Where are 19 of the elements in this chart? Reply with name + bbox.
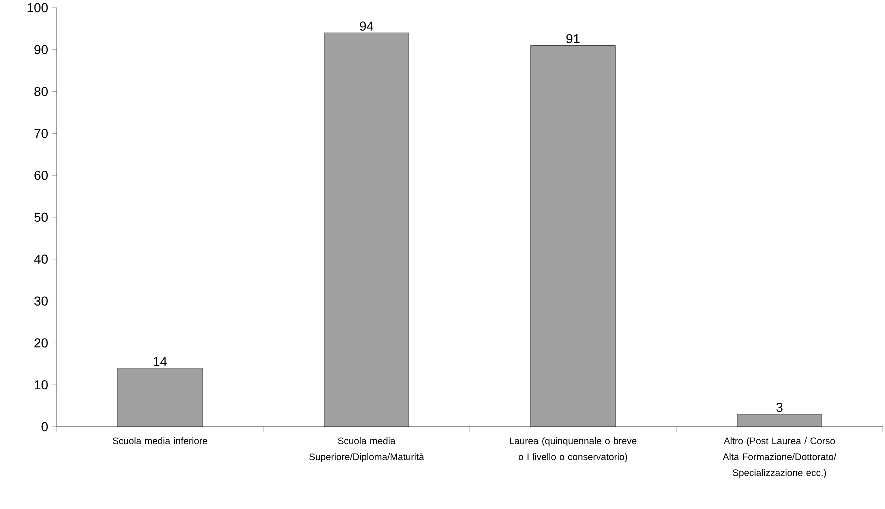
y-tick-label: 30 xyxy=(34,296,48,306)
data-label: 94 xyxy=(360,22,374,31)
x-tick-label: Scuola media inferiore xyxy=(113,438,208,444)
y-tick-label: 20 xyxy=(34,338,48,348)
data-label: 14 xyxy=(154,357,168,366)
x-tick-label: Scuola media Superiore/Diploma/Maturità xyxy=(310,438,424,462)
x-tick-label: Laurea (quinquennale o breve o I livello o conservatorio) xyxy=(510,438,637,462)
y-tick-label: 90 xyxy=(34,45,48,54)
data-label: 91 xyxy=(566,34,580,44)
y-tick-label: 60 xyxy=(34,170,48,180)
y-tick-label: 70 xyxy=(34,129,48,138)
y-tick-label: 40 xyxy=(34,254,48,264)
y-tick-label: 0 xyxy=(42,422,48,432)
data-label: 3 xyxy=(776,403,783,412)
y-tick-label: 100 xyxy=(28,3,48,13)
y-tick-label: 10 xyxy=(35,380,48,390)
y-tick-label: 50 xyxy=(34,212,48,222)
x-tick-label: Altro (Post Laurea / Corso Alta Formazione/Dottorato/ Specializzazione ecc.) xyxy=(722,438,837,478)
y-tick-label: 80 xyxy=(34,87,48,96)
